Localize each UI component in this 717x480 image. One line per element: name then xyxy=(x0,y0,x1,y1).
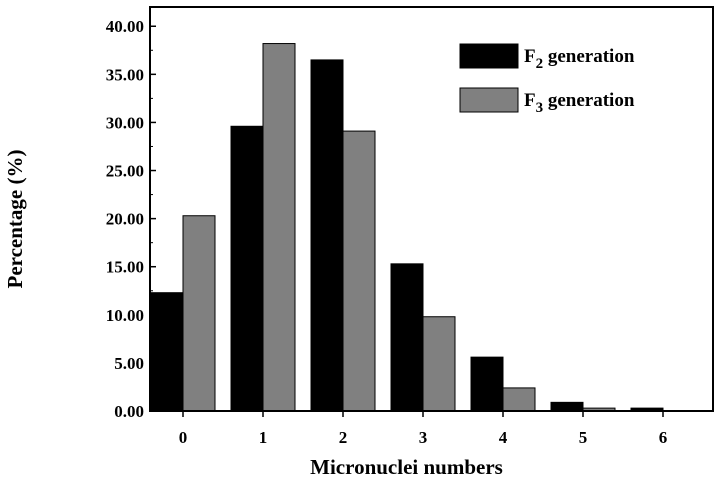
bar-f2-2 xyxy=(310,59,344,412)
x-tick-label: 5 xyxy=(579,428,588,447)
bar-f2-4 xyxy=(470,356,504,412)
bar-f3-0 xyxy=(182,215,216,412)
legend-label-f2-rest: generation xyxy=(543,46,635,67)
bar-f3-3 xyxy=(422,316,456,412)
y-tick-label: 10.00 xyxy=(106,306,144,325)
bar-f2-5 xyxy=(550,401,584,412)
y-axis-title: Percentage (%) xyxy=(3,150,27,289)
legend-label-f2-main: F xyxy=(524,46,536,67)
legend-label-f3-sub: 3 xyxy=(536,100,544,116)
bar-f3-1 xyxy=(262,43,296,412)
x-tick-label: 4 xyxy=(499,428,508,447)
y-tick-label: 5.00 xyxy=(114,354,144,373)
y-tick-label: 0.00 xyxy=(114,402,144,421)
y-tick-label: 35.00 xyxy=(106,65,144,84)
x-tick-label: 6 xyxy=(659,428,668,447)
y-tick-label: 20.00 xyxy=(106,210,144,229)
y-tick-label: 30.00 xyxy=(106,113,144,132)
x-tick-label: 3 xyxy=(419,428,428,447)
legend-swatch-f3 xyxy=(459,87,519,113)
x-tick-label: 2 xyxy=(339,428,348,447)
bar-f2-1 xyxy=(230,125,264,412)
bars-layer xyxy=(150,43,664,412)
y-axis-ticks: 0.00 5.00 10.00 15.00 20.00 25.00 30.00 35.00 40… xyxy=(106,17,156,421)
legend: F2 generation F3 generation xyxy=(459,43,635,116)
legend-label-f3-rest: generation xyxy=(543,90,635,111)
legend-label-f2: F2 generation xyxy=(524,46,635,72)
bar-f2-0 xyxy=(150,292,184,412)
bar-f2-3 xyxy=(390,263,424,412)
bar-f3-4 xyxy=(502,387,536,412)
y-tick-label: 15.00 xyxy=(106,258,144,277)
x-tick-label: 0 xyxy=(179,428,188,447)
legend-label-f3: F3 generation xyxy=(524,90,635,116)
x-axis-ticks: 0 1 2 3 4 5 6 xyxy=(179,411,668,447)
bar-f3-2 xyxy=(342,130,376,412)
y-tick-label: 25.00 xyxy=(106,162,144,181)
x-tick-label: 1 xyxy=(259,428,268,447)
legend-label-f3-main: F xyxy=(524,90,536,111)
legend-label-f2-sub: 2 xyxy=(536,56,544,72)
legend-swatch-f2 xyxy=(459,43,519,69)
plot-frame xyxy=(149,6,714,412)
x-axis-title: Micronuclei numbers xyxy=(310,455,503,479)
y-tick-label: 40.00 xyxy=(106,17,144,36)
